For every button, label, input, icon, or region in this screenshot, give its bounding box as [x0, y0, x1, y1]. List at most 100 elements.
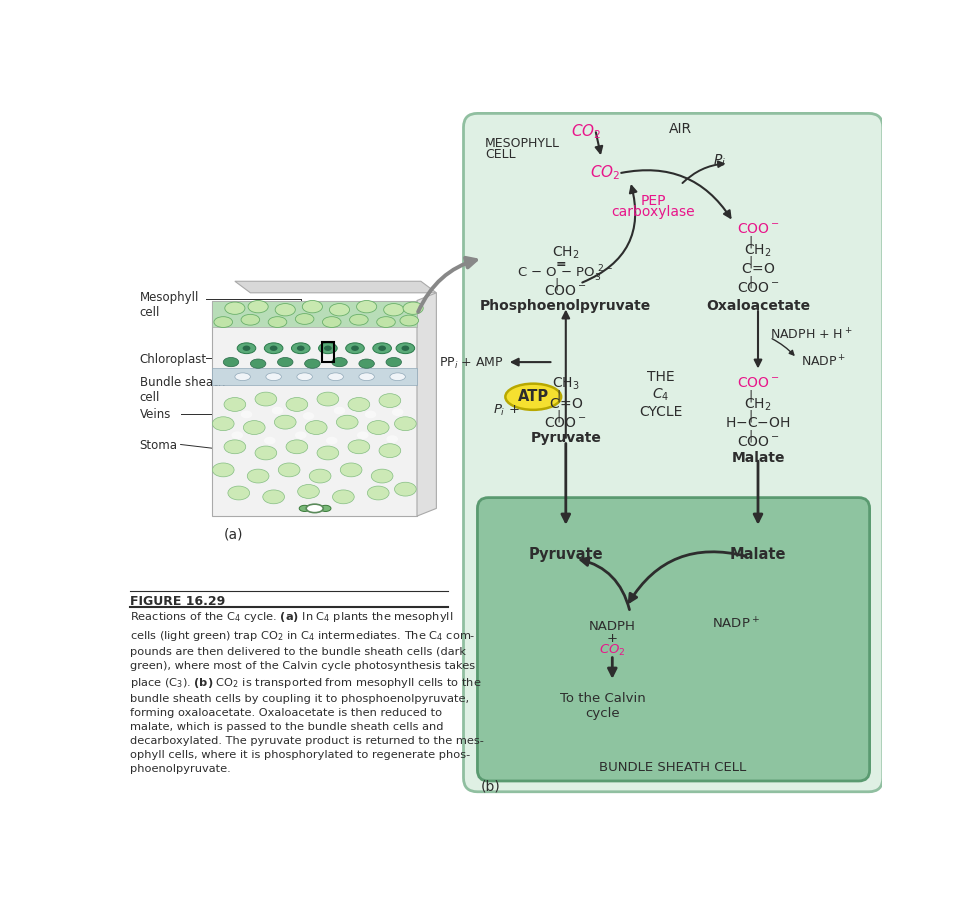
Ellipse shape [329, 303, 350, 316]
Ellipse shape [324, 346, 332, 351]
Text: COO$^-$: COO$^-$ [737, 436, 779, 449]
Ellipse shape [291, 343, 310, 354]
Ellipse shape [392, 409, 404, 416]
Text: $\mathbf{=}$: $\mathbf{=}$ [553, 256, 566, 269]
Text: COO$^-$: COO$^-$ [737, 281, 779, 295]
Ellipse shape [402, 346, 410, 351]
Ellipse shape [250, 359, 266, 368]
Text: $|$: $|$ [554, 276, 559, 292]
Ellipse shape [359, 373, 374, 381]
Text: Pyruvate: Pyruvate [530, 431, 602, 446]
Ellipse shape [295, 313, 314, 324]
Ellipse shape [241, 314, 260, 325]
Ellipse shape [368, 420, 389, 435]
Ellipse shape [318, 343, 337, 354]
Text: Pyruvate: Pyruvate [528, 547, 603, 562]
Polygon shape [212, 301, 417, 328]
Ellipse shape [396, 343, 415, 354]
Text: C$\!=\!$O: C$\!=\!$O [741, 262, 775, 276]
Text: COO$^-$: COO$^-$ [737, 222, 779, 236]
Ellipse shape [235, 373, 250, 381]
Ellipse shape [371, 469, 393, 483]
Ellipse shape [395, 482, 416, 496]
Text: CH$_2$: CH$_2$ [744, 397, 771, 413]
Text: $|$: $|$ [748, 409, 753, 424]
Ellipse shape [298, 484, 319, 499]
Ellipse shape [231, 431, 243, 439]
Ellipse shape [384, 303, 404, 316]
Ellipse shape [297, 373, 313, 381]
Ellipse shape [213, 463, 234, 477]
Text: Chloroplast: Chloroplast [139, 353, 207, 366]
Ellipse shape [348, 398, 369, 411]
Text: Stoma: Stoma [139, 439, 177, 452]
Ellipse shape [278, 463, 300, 477]
Ellipse shape [328, 373, 343, 381]
Ellipse shape [317, 446, 339, 460]
Ellipse shape [286, 398, 308, 411]
Ellipse shape [350, 314, 368, 325]
Ellipse shape [305, 359, 320, 368]
Text: $|$: $|$ [748, 428, 753, 444]
Text: $P_i$: $P_i$ [713, 153, 726, 169]
FancyBboxPatch shape [477, 498, 869, 781]
Ellipse shape [306, 420, 327, 435]
Polygon shape [212, 368, 417, 385]
Ellipse shape [228, 486, 250, 500]
Ellipse shape [302, 301, 322, 313]
Ellipse shape [274, 415, 296, 429]
Polygon shape [212, 301, 417, 516]
Text: $|$: $|$ [748, 274, 753, 290]
Text: (b): (b) [480, 779, 501, 794]
Text: BUNDLE SHEATH CELL: BUNDLE SHEATH CELL [599, 761, 747, 774]
Ellipse shape [386, 436, 398, 443]
Polygon shape [235, 281, 436, 292]
Text: THE
$C_4$
CYCLE: THE $C_4$ CYCLE [639, 370, 683, 418]
Ellipse shape [224, 440, 246, 454]
Text: COO$^-$: COO$^-$ [545, 416, 587, 430]
Text: ATP: ATP [517, 389, 549, 404]
Text: $P_i$ +: $P_i$ + [493, 403, 519, 418]
Ellipse shape [248, 301, 269, 313]
Text: H$-$C$-$OH: H$-$C$-$OH [725, 416, 791, 430]
Ellipse shape [277, 357, 293, 366]
Ellipse shape [320, 505, 331, 511]
Text: (a): (a) [223, 527, 243, 542]
Text: NADP$^+$: NADP$^+$ [801, 355, 846, 370]
Ellipse shape [275, 303, 295, 316]
Ellipse shape [223, 357, 239, 366]
Ellipse shape [295, 431, 307, 439]
Text: $|$: $|$ [748, 388, 753, 403]
Ellipse shape [348, 440, 369, 454]
Ellipse shape [506, 383, 562, 410]
Ellipse shape [241, 410, 252, 419]
Ellipse shape [255, 392, 276, 406]
Ellipse shape [395, 417, 416, 430]
Ellipse shape [270, 346, 277, 351]
Ellipse shape [269, 317, 287, 328]
Ellipse shape [264, 436, 275, 445]
Ellipse shape [303, 412, 315, 419]
Text: Malate: Malate [731, 451, 785, 464]
Text: Malate: Malate [730, 547, 786, 562]
Ellipse shape [357, 431, 368, 439]
Text: NADP$^+$: NADP$^+$ [711, 616, 760, 632]
Text: Bundle sheath
cell: Bundle sheath cell [139, 376, 225, 404]
Ellipse shape [400, 315, 418, 326]
Polygon shape [417, 292, 436, 516]
Ellipse shape [403, 302, 423, 314]
Text: FIGURE 16.29: FIGURE 16.29 [130, 595, 225, 608]
Ellipse shape [336, 415, 358, 429]
Text: Mesophyll
cell: Mesophyll cell [139, 292, 199, 320]
Text: $|$: $|$ [556, 409, 561, 424]
Text: +: + [607, 633, 617, 645]
Ellipse shape [297, 346, 305, 351]
Text: COO$^-$: COO$^-$ [737, 376, 779, 390]
Ellipse shape [359, 359, 374, 368]
Text: CELL: CELL [485, 148, 515, 161]
Ellipse shape [224, 302, 245, 314]
Ellipse shape [365, 410, 376, 419]
Ellipse shape [390, 373, 406, 381]
Ellipse shape [333, 407, 345, 415]
Ellipse shape [224, 398, 246, 411]
